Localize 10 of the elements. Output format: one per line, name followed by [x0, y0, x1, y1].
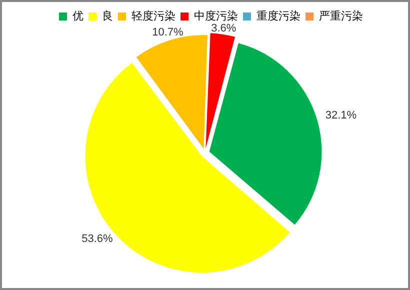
legend-label: 严重污染	[319, 9, 363, 22]
data-label: 53.6%	[82, 232, 113, 245]
legend-label: 中度污染	[194, 9, 238, 22]
data-label: 3.6%	[211, 22, 236, 34]
legend-label: 重度污染	[256, 9, 300, 22]
data-label: 32.1%	[325, 110, 357, 122]
legend-label: 良	[102, 9, 113, 22]
legend-label: 轻度污染	[132, 9, 176, 22]
legend-label: 优	[72, 9, 84, 22]
data-label: 10.7%	[152, 26, 184, 39]
